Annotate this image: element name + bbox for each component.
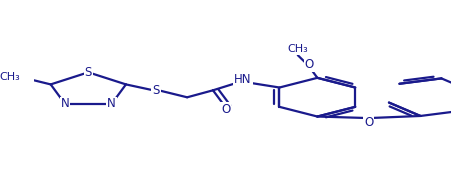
Text: N: N: [60, 97, 69, 111]
Text: O: O: [364, 116, 373, 129]
Text: O: O: [221, 103, 230, 116]
Text: HN: HN: [234, 73, 251, 86]
Text: CH₃: CH₃: [0, 72, 20, 82]
Text: CH₃: CH₃: [287, 44, 308, 54]
Text: S: S: [84, 66, 92, 79]
Text: S: S: [152, 84, 159, 97]
Text: N: N: [107, 97, 115, 111]
Text: O: O: [304, 58, 313, 71]
